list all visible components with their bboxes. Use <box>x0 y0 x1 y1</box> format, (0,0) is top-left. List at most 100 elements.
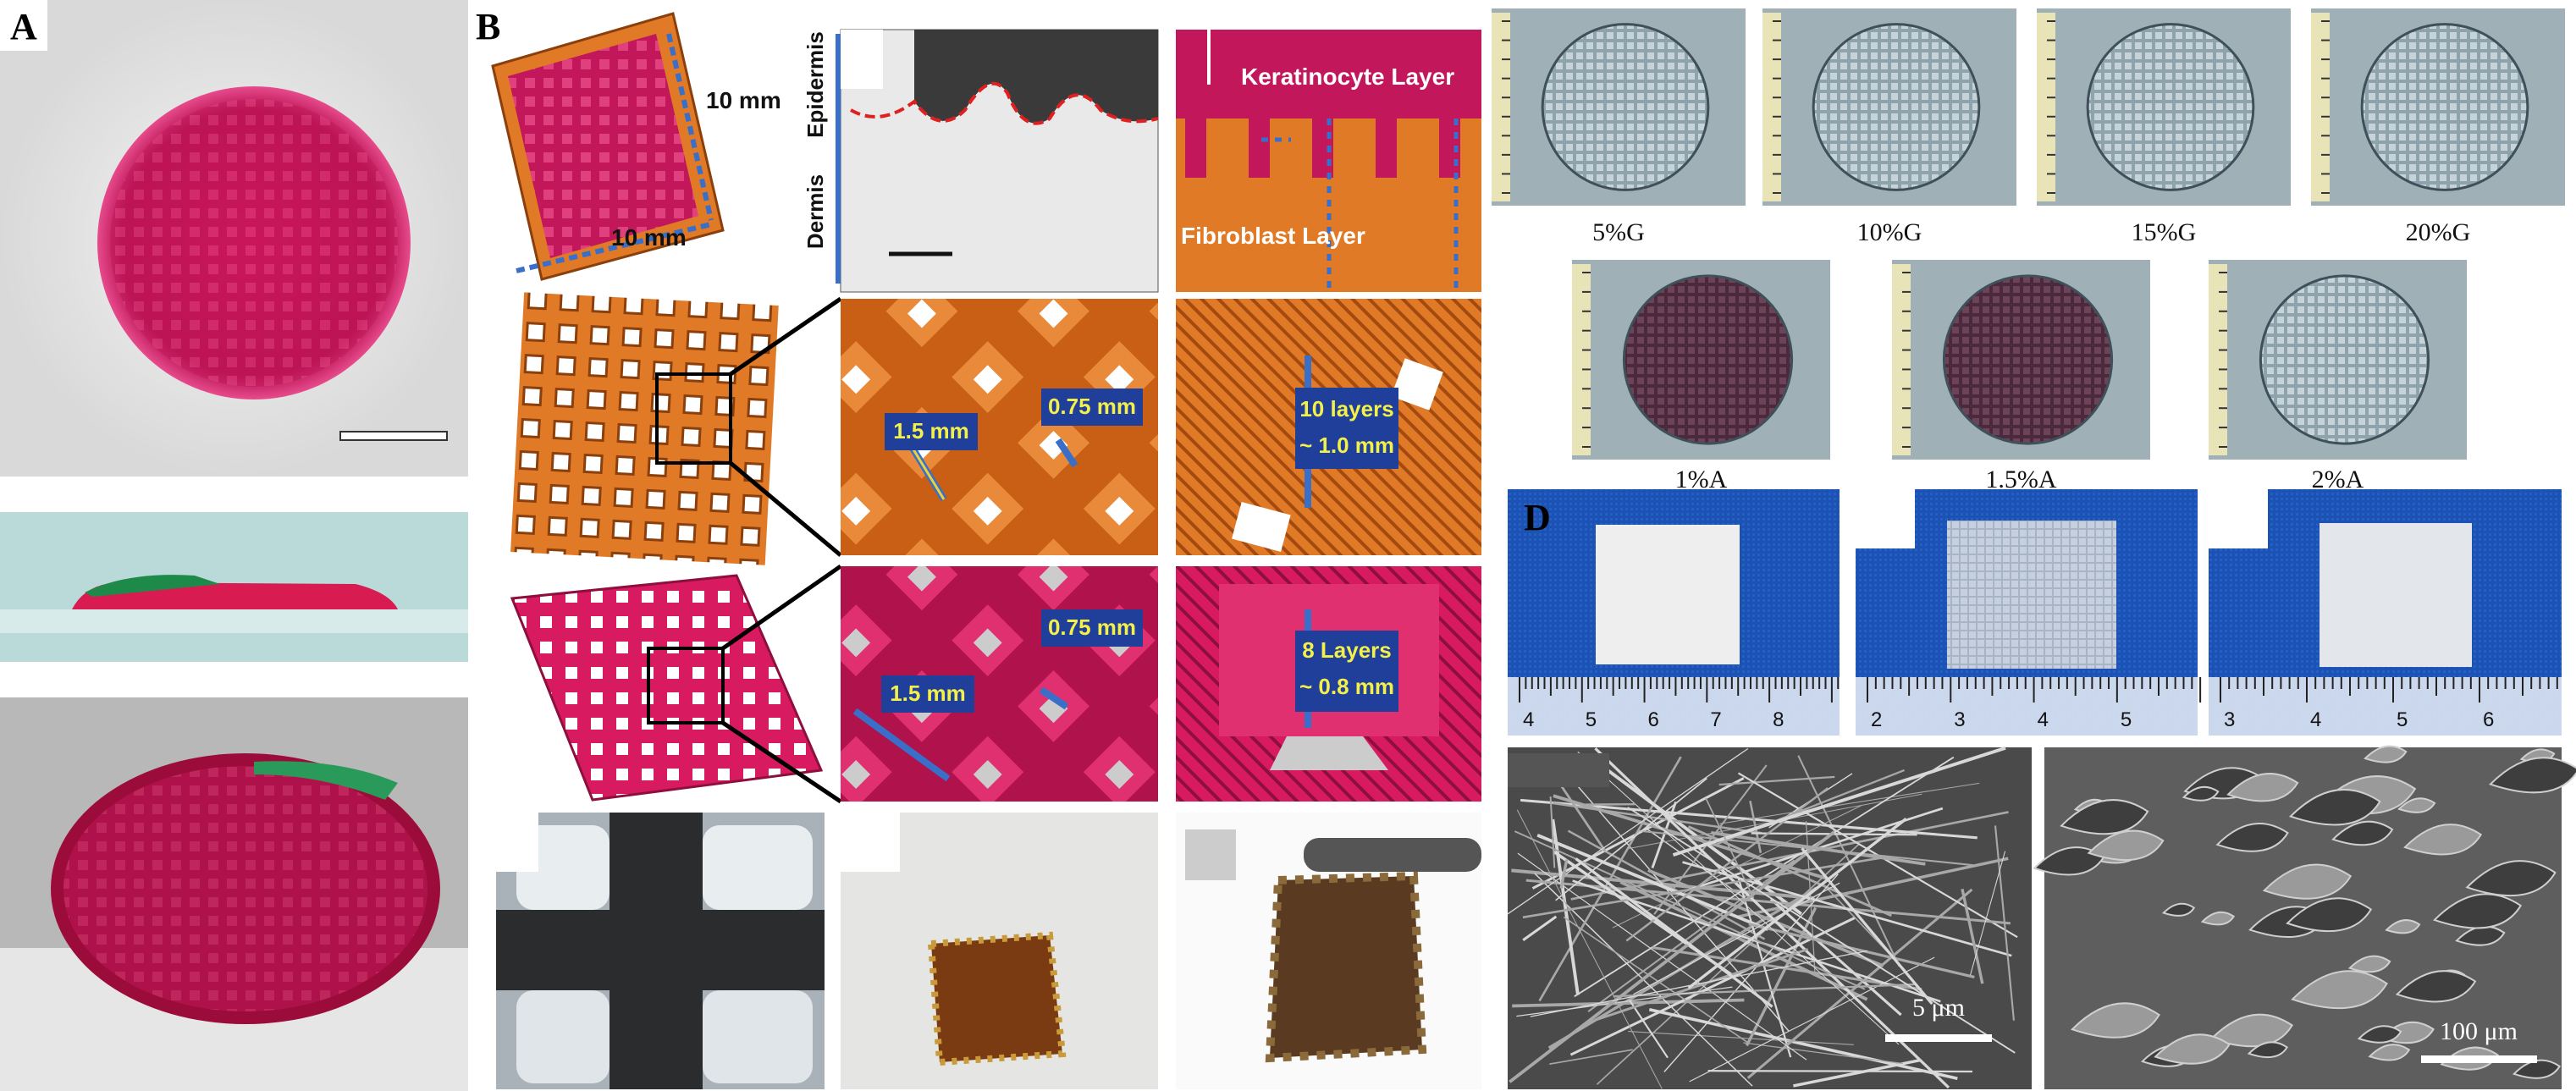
fibroblast-scaffold <box>510 292 779 565</box>
fiber <box>1509 830 1835 1083</box>
fiber <box>1647 868 1884 967</box>
fiber <box>1555 777 1707 901</box>
fiber <box>1613 983 1917 998</box>
pore <box>516 825 610 910</box>
panel-c: C 5%G10%G15%G20%G1%A1.5%A2%A <box>1492 6 2565 493</box>
ruler-number: 3 <box>1954 708 1965 731</box>
disk-grid <box>110 99 398 387</box>
zoom-line <box>721 564 842 651</box>
fiber <box>1553 794 1829 881</box>
dimension-line <box>516 222 712 273</box>
label-box <box>1041 609 1143 647</box>
layer-label: Fibroblast Layer <box>1181 223 1365 249</box>
flake <box>2368 1044 2411 1061</box>
ruler-number: 8 <box>1773 708 1784 731</box>
fiber <box>1745 906 1818 1047</box>
flake <box>2247 1041 2288 1059</box>
mat-sample <box>1947 521 2116 669</box>
flake <box>2291 970 2388 1010</box>
flake <box>2087 829 2165 862</box>
label-box <box>881 675 974 713</box>
panel-a: A <box>0 0 468 1091</box>
panel-label: D <box>1524 497 1551 538</box>
scale-bar <box>2421 1055 2537 1063</box>
ruler-number: 2 <box>1871 708 1882 731</box>
pore <box>516 990 610 1083</box>
fiber <box>1801 847 1933 1006</box>
fiber <box>1530 950 1868 1017</box>
mat-sample <box>1596 525 1740 664</box>
fiber <box>1596 948 1809 1021</box>
flake <box>2432 893 2523 929</box>
fiber <box>1633 882 1840 995</box>
label-bg <box>841 30 883 89</box>
concentration-label: 2%A <box>2312 466 2364 493</box>
ruler <box>1892 264 1911 455</box>
flake <box>2209 1013 2294 1048</box>
zoom-line <box>729 461 842 557</box>
measure-label: 0.75 mm <box>1048 614 1136 640</box>
fiber <box>1719 782 1980 824</box>
flake <box>2288 788 2381 826</box>
flake <box>2200 911 2236 926</box>
ruler-number: 5 <box>2397 708 2408 731</box>
fiber <box>1522 855 1888 919</box>
flake <box>2286 897 2373 933</box>
fiber <box>1707 1070 1972 1073</box>
concentration-label: 10%G <box>1857 218 1922 246</box>
fiber <box>1570 811 2009 901</box>
flake <box>2215 823 2289 852</box>
measure-label: 1.5 mm <box>890 680 966 706</box>
fiber <box>1549 796 1556 868</box>
hydrated-scaffold <box>927 931 1067 1066</box>
fiber <box>1705 797 1755 899</box>
fiber <box>1587 859 1795 1013</box>
layer-label: Epidermis <box>803 31 828 138</box>
dimension-label: 10 mm <box>611 224 687 251</box>
zoom-line <box>729 296 842 377</box>
fiber <box>1516 986 1733 1017</box>
panel-label: B <box>476 6 500 47</box>
concentration-label: 20%G <box>2406 218 2471 246</box>
fiber <box>1507 747 1749 915</box>
fiber <box>1559 859 1569 889</box>
tweezers <box>1304 838 1481 872</box>
construct-grid <box>63 766 427 1011</box>
fiber <box>1793 1058 1921 1088</box>
measure-line <box>852 708 951 782</box>
flake <box>2403 824 2483 856</box>
hydrogel-disc <box>1622 274 1794 445</box>
fiber <box>1629 1000 1669 1059</box>
pore <box>1232 501 1291 552</box>
measure-line <box>1055 438 1078 468</box>
label-bg <box>0 0 47 51</box>
epidermis-tissue <box>914 30 1158 124</box>
ruler <box>1572 264 1591 455</box>
label-bg <box>1185 829 1236 880</box>
fiber <box>1594 747 1950 1089</box>
panel-b: B 10 mm 10 mm Epidermis Dermis Keratinoc… <box>476 6 1481 1089</box>
flake <box>2395 970 2477 1003</box>
fiber <box>1577 751 1900 1045</box>
fiber <box>1625 787 1829 942</box>
fiber <box>1718 775 1835 786</box>
scale-bar <box>1885 1034 1992 1042</box>
keratinocyte-scaffold <box>510 574 824 802</box>
dimension-line <box>666 33 714 221</box>
fiber <box>1549 1049 1633 1066</box>
fiber <box>1746 888 1973 1079</box>
ruler <box>1856 677 2198 736</box>
pore <box>703 825 813 910</box>
flake <box>2347 955 2391 973</box>
fiber <box>1563 916 1750 1044</box>
hydrogel-disc <box>1942 274 2114 445</box>
fiber <box>1516 809 1663 1089</box>
label-bg <box>1856 489 1915 548</box>
fiber <box>1652 945 1922 991</box>
hydrogel-disc <box>2086 23 2255 191</box>
fiber <box>1672 746 2006 857</box>
hydrogel-disc <box>2259 274 2430 445</box>
flake <box>2154 1033 2231 1065</box>
fiber <box>1687 817 1907 989</box>
